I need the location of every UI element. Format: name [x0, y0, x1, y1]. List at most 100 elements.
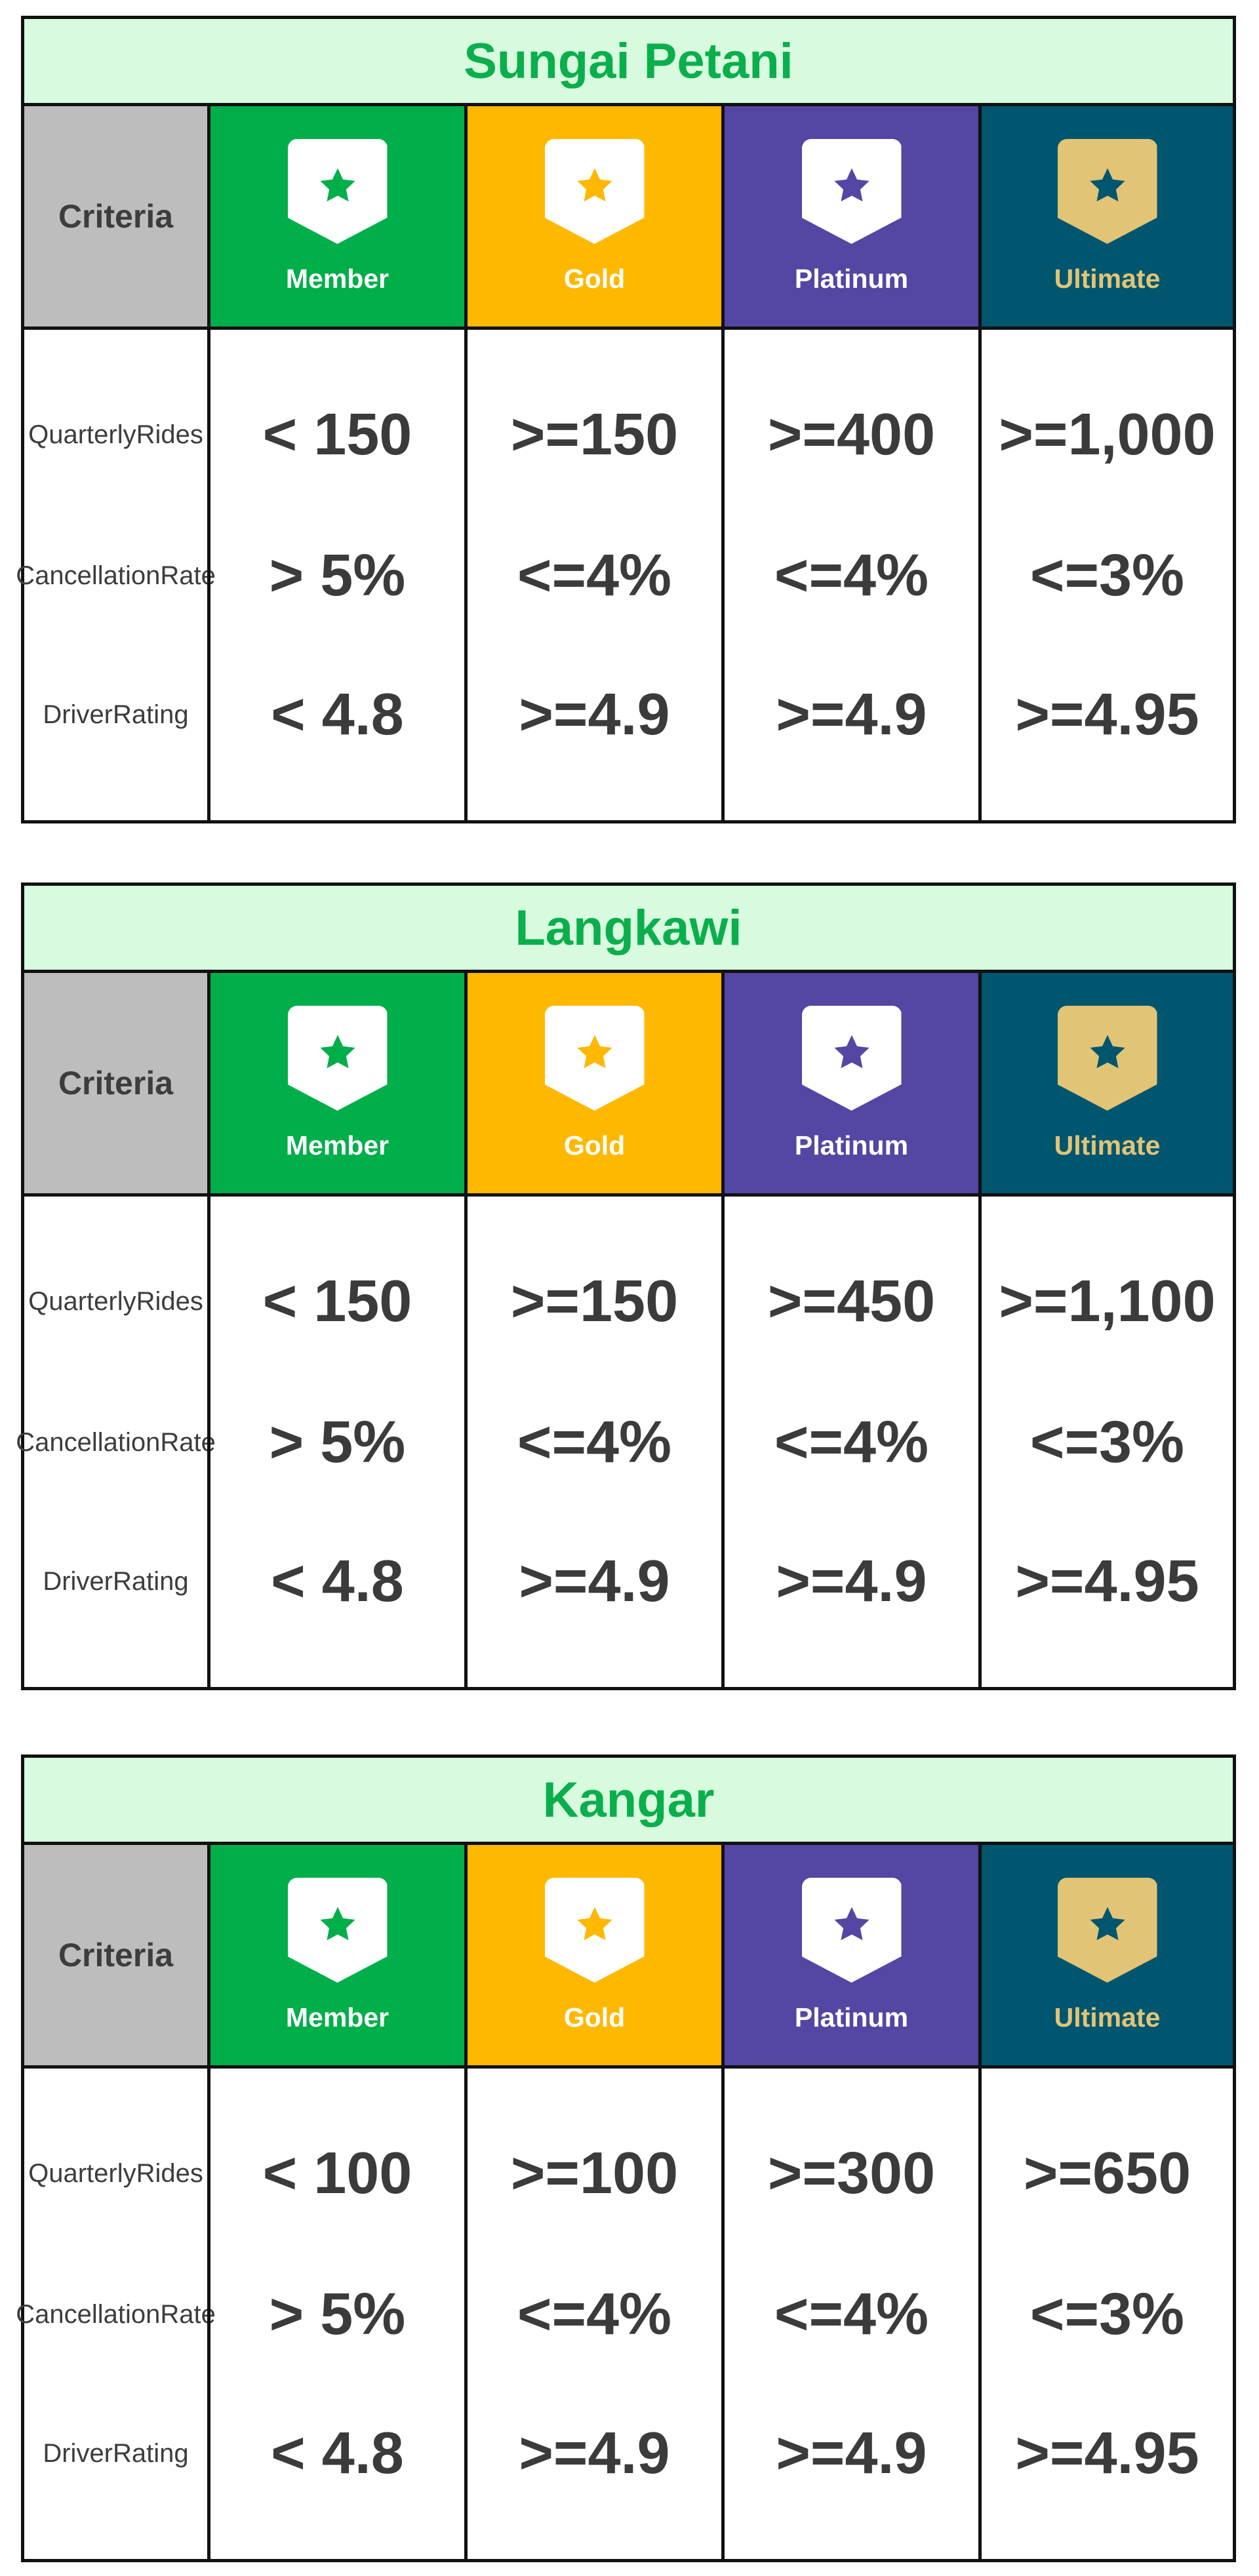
- tier-header-platinum: Platinum: [721, 973, 978, 1193]
- value-cancellation-rate: <=4%: [517, 2281, 672, 2347]
- tier-header-row: Criteria Member Gold Platinum Ultimate: [24, 973, 1233, 1197]
- gold-column: >=150 <=4% >=4.9: [464, 1197, 721, 1687]
- star-icon: [319, 1907, 355, 1941]
- value-driver-rating: < 4.8: [271, 2420, 404, 2486]
- platinum-column: >=450 <=4% >=4.9: [721, 1197, 978, 1687]
- value-driver-rating: >=4.95: [1015, 1548, 1199, 1614]
- value-quarterly-rides: >=1,000: [999, 401, 1216, 467]
- gold-column: >=150 <=4% >=4.9: [464, 330, 721, 820]
- value-cancellation-rate: <=4%: [774, 542, 929, 608]
- value-quarterly-rides: < 150: [262, 1268, 412, 1334]
- tier-header-member: Member: [207, 1845, 464, 2065]
- criteria-driver-rating: Driver Rating: [43, 700, 189, 729]
- star-badge-icon: [544, 1878, 645, 1983]
- member-column: < 100 > 5% < 4.8: [207, 2069, 464, 2559]
- tier-header-gold: Gold: [464, 973, 721, 1193]
- star-icon: [1089, 1035, 1125, 1069]
- tier-label: Member: [285, 2002, 390, 2032]
- value-quarterly-rides: >=100: [510, 2140, 679, 2206]
- star-badge-icon: [544, 139, 645, 244]
- criteria-values-grid: Quarterly Rides Cancellation Rate Driver Ra…: [16, 2069, 1233, 2559]
- criteria-cancellation-rate: Cancellation Rate: [16, 561, 216, 590]
- criteria-quarterly-rides: Quarterly Rides: [28, 2159, 203, 2188]
- tier-header-member: Member: [207, 973, 464, 1193]
- star-icon: [319, 168, 355, 202]
- value-driver-rating: >=4.9: [776, 1548, 927, 1614]
- value-quarterly-rides: >=150: [510, 401, 679, 467]
- value-quarterly-rides: >=450: [767, 1268, 936, 1334]
- gold-column: >=100 <=4% >=4.9: [464, 2069, 721, 2559]
- criteria-column: Quarterly Rides Cancellation Rate Driver Ra…: [16, 1197, 216, 1687]
- tier-label: Platinum: [794, 264, 909, 294]
- star-icon: [576, 168, 612, 202]
- value-driver-rating: >=4.9: [776, 681, 927, 747]
- criteria-values-grid: Quarterly Rides Cancellation Rate Driver Ra…: [16, 1197, 1233, 1687]
- value-driver-rating: < 4.8: [271, 681, 404, 747]
- region-title: Kangar: [24, 1758, 1233, 1845]
- tier-label: Ultimate: [1054, 1130, 1161, 1160]
- region-table-sungai-petani: Sungai Petani Criteria Member Gold Plati…: [16, 16, 1236, 823]
- criteria-header: Criteria: [24, 106, 207, 327]
- star-badge-icon: [1057, 139, 1157, 244]
- star-badge-icon: [287, 1878, 388, 1983]
- criteria-cancellation-rate: Cancellation Rate: [16, 1428, 216, 1457]
- star-badge-icon: [287, 139, 388, 244]
- tier-header-ultimate: Ultimate: [978, 973, 1233, 1193]
- star-badge-icon: [1057, 1006, 1157, 1111]
- tier-label: Gold: [563, 1130, 626, 1160]
- star-icon: [833, 1035, 869, 1069]
- star-icon: [833, 168, 869, 202]
- star-icon: [576, 1907, 612, 1941]
- value-cancellation-rate: <=3%: [1029, 2281, 1185, 2347]
- value-cancellation-rate: <=3%: [1029, 542, 1185, 608]
- region-table-langkawi: Langkawi Criteria Member Gold Platinum U…: [16, 882, 1236, 1690]
- tier-header-row: Criteria Member Gold Platinum Ultimate: [24, 1845, 1233, 2069]
- value-driver-rating: >=4.9: [519, 2420, 670, 2486]
- value-quarterly-rides: >=150: [510, 1268, 679, 1334]
- tier-label: Member: [285, 264, 390, 294]
- tier-label: Gold: [563, 2002, 626, 2032]
- tier-label: Platinum: [794, 2002, 909, 2032]
- star-badge-icon: [287, 1006, 388, 1111]
- member-column: < 150 > 5% < 4.8: [207, 1197, 464, 1687]
- star-icon: [833, 1907, 869, 1941]
- star-icon: [576, 1035, 612, 1069]
- criteria-header: Criteria: [24, 973, 207, 1193]
- value-driver-rating: >=4.9: [776, 2420, 927, 2486]
- tier-label: Gold: [563, 264, 626, 294]
- region-table-kangar: Kangar Criteria Member Gold Platinum Ult…: [16, 1754, 1236, 2562]
- value-quarterly-rides: >=1,100: [999, 1268, 1216, 1334]
- value-driver-rating: >=4.9: [519, 1548, 670, 1614]
- star-badge-icon: [801, 1878, 902, 1983]
- criteria-quarterly-rides: Quarterly Rides: [28, 1287, 203, 1316]
- criteria-column: Quarterly Rides Cancellation Rate Driver Ra…: [16, 2069, 216, 2559]
- value-cancellation-rate: > 5%: [269, 542, 406, 608]
- value-cancellation-rate: <=4%: [774, 2281, 929, 2347]
- criteria-values-grid: Quarterly Rides Cancellation Rate Driver Ra…: [16, 330, 1233, 820]
- value-quarterly-rides: < 100: [262, 2140, 412, 2206]
- value-quarterly-rides: >=650: [1023, 2140, 1191, 2206]
- star-badge-icon: [801, 139, 902, 244]
- tier-header-row: Criteria Member Gold Platinum Ultimate: [24, 106, 1233, 330]
- value-quarterly-rides: >=400: [767, 401, 936, 467]
- tier-header-ultimate: Ultimate: [978, 106, 1233, 327]
- tier-label: Ultimate: [1054, 2002, 1161, 2032]
- value-cancellation-rate: <=4%: [774, 1409, 929, 1475]
- value-cancellation-rate: <=4%: [517, 542, 672, 608]
- value-driver-rating: < 4.8: [271, 1548, 404, 1614]
- criteria-column: Quarterly Rides Cancellation Rate Driver Ra…: [16, 330, 216, 820]
- region-title: Langkawi: [24, 886, 1233, 973]
- star-icon: [1089, 1907, 1125, 1941]
- platinum-column: >=400 <=4% >=4.9: [721, 330, 978, 820]
- tier-header-platinum: Platinum: [721, 1845, 978, 2065]
- star-badge-icon: [544, 1006, 645, 1111]
- tier-header-ultimate: Ultimate: [978, 1845, 1233, 2065]
- value-cancellation-rate: > 5%: [269, 2281, 406, 2347]
- star-icon: [319, 1035, 355, 1069]
- star-badge-icon: [801, 1006, 902, 1111]
- value-driver-rating: >=4.9: [519, 681, 670, 747]
- region-title: Sungai Petani: [24, 19, 1233, 106]
- member-column: < 150 > 5% < 4.8: [207, 330, 464, 820]
- value-quarterly-rides: >=300: [767, 2140, 936, 2206]
- tier-header-member: Member: [207, 106, 464, 327]
